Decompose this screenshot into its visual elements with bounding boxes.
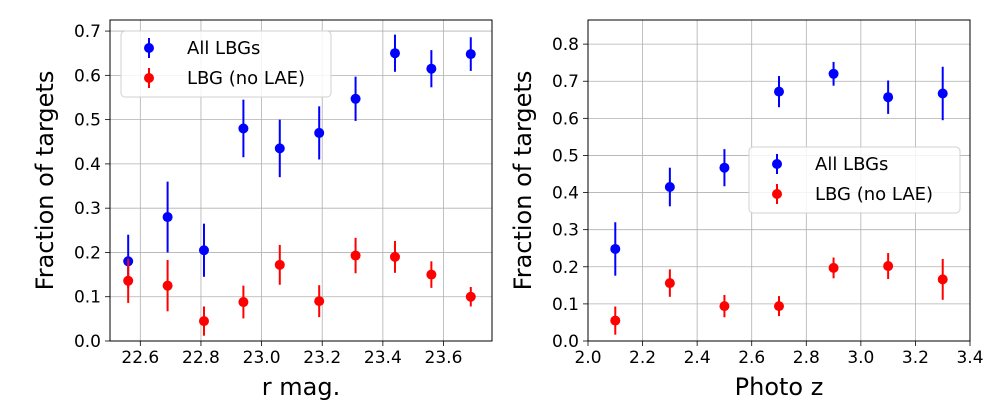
data-point-all-lbgs-2	[198, 245, 209, 256]
y-tick-label-2: 0.2	[552, 258, 579, 278]
y-tick-label-0: 0.0	[74, 332, 101, 352]
right-chart-photo-z: 2.0 2.2 2.4 2.6 2.8 3.0 3.2 3.4 0.0 0.1 0.2 0.3 0.4 0…	[509, 19, 984, 401]
data-point-all-lbgs-8	[426, 63, 437, 74]
data-point-lbg-no-lae-7	[389, 251, 400, 262]
data-point-all-lbgs-4	[828, 68, 839, 79]
y-axis-label: Fraction of targets	[31, 71, 59, 291]
legend-marker-all-lbgs	[144, 43, 154, 53]
data-point-all-lbgs-1	[664, 181, 675, 192]
data-point-lbg-no-lae-4	[274, 259, 285, 270]
legend-label-lbg-no-lae: LBG (no LAE)	[815, 184, 933, 205]
data-point-all-lbgs-6	[937, 88, 948, 99]
x-tick-label-2: 2.4	[684, 348, 711, 368]
data-point-lbg-no-lae-6	[350, 250, 361, 261]
y-tick-label-3: 0.3	[74, 199, 101, 219]
data-point-lbg-no-lae-8	[426, 269, 437, 280]
x-tick-label-6: 3.2	[902, 348, 929, 368]
y-tick-label-0: 0.0	[552, 332, 579, 352]
y-tick-label-5: 0.5	[552, 146, 579, 166]
x-tick-label-7: 3.4	[956, 348, 983, 368]
legend-marker-all-lbgs	[772, 159, 782, 169]
data-point-all-lbgs-6	[350, 93, 361, 104]
left-chart-r-mag: 22.6 22.8 23.0 23.2 23.4 23.6 0.0 0.1 0.2 0.3 0.4 0…	[31, 19, 493, 401]
legend-label-all-lbgs: All LBGs	[815, 154, 888, 175]
data-point-lbg-no-lae-5	[883, 261, 894, 272]
y-tick-label-7: 0.7	[74, 22, 101, 42]
data-point-lbg-no-lae-1	[664, 278, 675, 289]
legend-label-all-lbgs: All LBGs	[187, 38, 260, 59]
x-tick-label-0: 2.0	[574, 348, 601, 368]
data-point-lbg-no-lae-5	[314, 296, 325, 307]
legend-marker-lbg-no-lae	[144, 73, 154, 83]
x-tick-label-1: 22.8	[182, 348, 220, 368]
data-point-all-lbgs-5	[314, 127, 325, 138]
legend-marker-lbg-no-lae	[772, 189, 782, 199]
data-point-all-lbgs-3	[238, 123, 249, 134]
x-tick-label-4: 23.4	[364, 348, 402, 368]
data-point-lbg-no-lae-6	[937, 274, 948, 285]
y-tick-label-4: 0.4	[74, 155, 101, 175]
legend-label-lbg-no-lae: LBG (no LAE)	[187, 68, 305, 89]
y-tick-label-6: 0.6	[552, 109, 579, 129]
x-tick-label-0: 22.6	[121, 348, 159, 368]
legend-box	[748, 146, 961, 214]
x-tick-label-5: 23.6	[425, 348, 463, 368]
axes-frame	[109, 19, 493, 342]
y-tick-label-6: 0.6	[74, 66, 101, 86]
data-point-all-lbgs-2	[719, 162, 730, 173]
data-point-lbg-no-lae-0	[610, 315, 621, 326]
data-point-lbg-no-lae-3	[774, 301, 784, 312]
y-tick-label-4: 0.4	[552, 184, 579, 204]
y-tick-label-1: 0.1	[552, 295, 579, 315]
data-point-lbg-no-lae-4	[828, 262, 839, 273]
data-point-lbg-no-lae-2	[198, 316, 209, 327]
x-axis-label: Photo z	[735, 373, 824, 400]
data-point-lbg-no-lae-0	[123, 275, 134, 286]
y-tick-label-2: 0.2	[74, 243, 101, 263]
y-tick-label-3: 0.3	[552, 221, 579, 241]
x-tick-label-2: 23.0	[243, 348, 281, 368]
data-point-lbg-no-lae-2	[719, 301, 730, 312]
x-axis-label: r mag.	[262, 373, 340, 400]
axes-frame	[587, 19, 971, 342]
data-point-lbg-no-lae-3	[238, 297, 249, 308]
data-point-all-lbgs-9	[465, 49, 476, 60]
x-tick-label-1: 2.2	[629, 348, 656, 368]
y-tick-label-5: 0.5	[74, 111, 101, 131]
y-tick-label-1: 0.1	[74, 288, 101, 308]
data-point-all-lbgs-3	[774, 86, 784, 97]
y-tick-label-7: 0.7	[552, 72, 579, 92]
data-point-lbg-no-lae-1	[162, 280, 173, 291]
data-point-all-lbgs-0	[610, 243, 621, 254]
x-tick-label-5: 3.0	[847, 348, 874, 368]
data-point-all-lbgs-5	[883, 92, 894, 103]
y-tick-label-8: 0.8	[552, 35, 579, 55]
y-axis-label: Fraction of targets	[509, 71, 537, 291]
x-tick-label-4: 2.8	[793, 348, 820, 368]
data-point-all-lbgs-1	[162, 212, 173, 223]
data-point-all-lbgs-4	[274, 143, 285, 154]
legend-box	[120, 30, 332, 98]
x-tick-label-3: 23.2	[303, 348, 341, 368]
x-tick-label-3: 2.6	[738, 348, 765, 368]
data-point-all-lbgs-7	[389, 48, 400, 59]
data-point-lbg-no-lae-9	[465, 291, 476, 302]
